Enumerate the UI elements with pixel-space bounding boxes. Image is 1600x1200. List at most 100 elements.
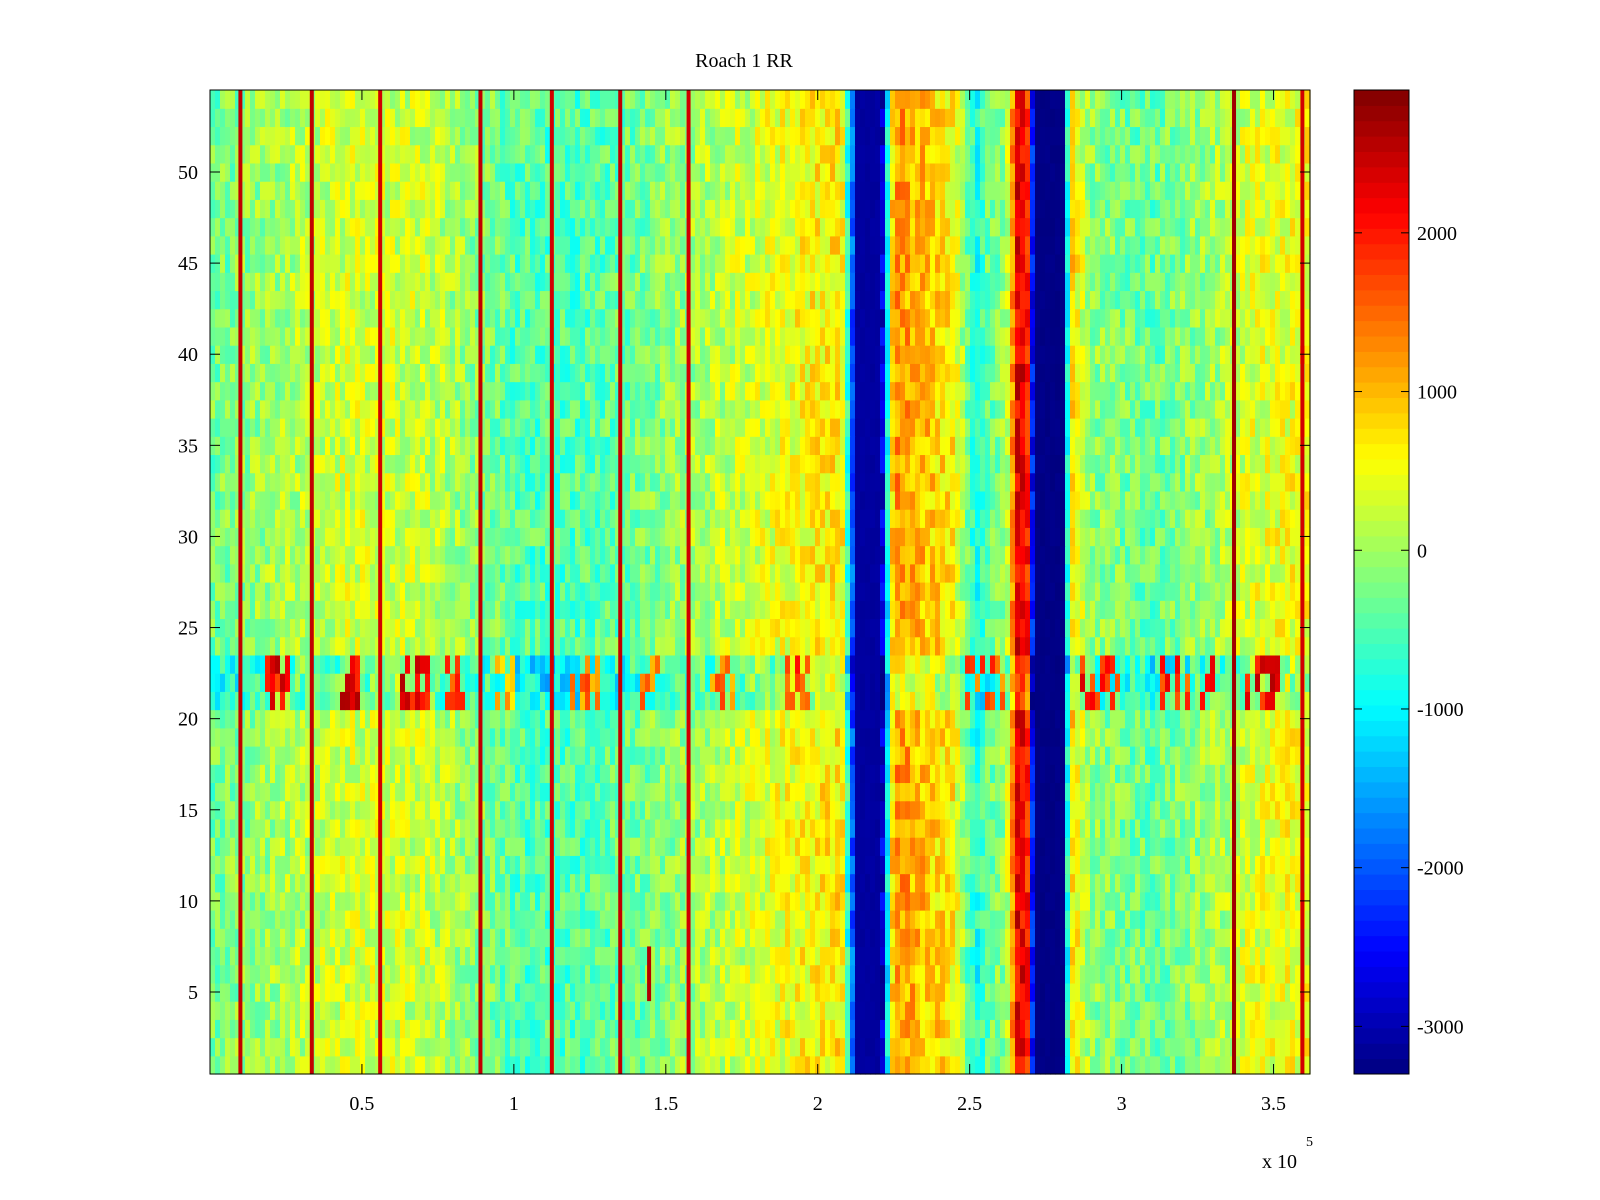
heatmap-cell xyxy=(235,1055,241,1075)
heatmap-cell xyxy=(510,727,516,747)
heatmap-cell xyxy=(1200,837,1206,856)
heatmap-cell xyxy=(960,1055,966,1075)
heatmap-cell xyxy=(605,837,611,856)
heatmap-cell xyxy=(260,1019,266,1039)
heatmap-cell xyxy=(645,1037,651,1057)
heatmap-cell xyxy=(780,818,786,838)
heatmap-cell xyxy=(700,946,706,966)
heatmap-cell xyxy=(1025,964,1031,984)
heatmap-cell xyxy=(450,691,456,711)
heatmap-cell xyxy=(790,764,796,784)
heatmap-cell xyxy=(250,873,256,893)
heatmap-cell xyxy=(1115,673,1121,692)
heatmap-cell xyxy=(990,709,996,729)
heatmap-cell xyxy=(1260,691,1266,711)
heatmap-cell xyxy=(1065,673,1071,692)
heatmap-cell xyxy=(1195,1019,1201,1039)
heatmap-cell xyxy=(600,928,606,948)
heatmap-cell xyxy=(560,818,566,838)
heatmap-cell xyxy=(650,982,656,1002)
heatmap-cell xyxy=(915,727,921,747)
heatmap-cell xyxy=(1040,982,1046,1002)
heatmap-cell xyxy=(1095,818,1101,838)
heatmap-cell xyxy=(810,891,816,911)
heatmap-cell xyxy=(1150,782,1156,802)
heatmap-cell xyxy=(1025,1019,1031,1039)
heatmap-cell xyxy=(475,928,481,948)
heatmap-cell xyxy=(920,673,926,692)
heatmap-cell xyxy=(340,964,346,984)
heatmap-cell xyxy=(875,709,881,729)
heatmap-cell xyxy=(690,1037,696,1057)
heatmap-cell xyxy=(475,873,481,893)
heatmap-cell xyxy=(275,673,281,692)
heatmap-cell xyxy=(860,709,866,729)
heatmap-cell xyxy=(660,764,666,784)
heatmap-cell xyxy=(520,873,526,893)
heatmap-cell xyxy=(385,727,391,747)
heatmap-cell xyxy=(705,1019,711,1039)
heatmap-cell xyxy=(815,964,821,984)
heatmap-cell xyxy=(855,800,861,820)
heatmap-cell xyxy=(990,837,996,856)
heatmap-cell xyxy=(1125,1019,1131,1039)
heatmap-cell xyxy=(725,1037,731,1057)
heatmap-cell xyxy=(1040,855,1046,875)
heatmap-cell xyxy=(820,673,826,692)
heatmap-cell xyxy=(725,709,731,729)
heatmap-cell xyxy=(950,746,956,765)
heatmap-cell xyxy=(360,837,366,856)
heatmap-cell xyxy=(245,855,251,875)
heatmap-cell xyxy=(630,928,636,948)
heatmap-cell xyxy=(965,818,971,838)
heatmap-cell xyxy=(1190,928,1196,948)
heatmap-cell xyxy=(800,891,806,911)
heatmap-cell xyxy=(1055,764,1061,784)
heatmap-cell xyxy=(210,910,216,929)
heatmap-cell xyxy=(1285,1055,1291,1075)
heatmap-cell xyxy=(1205,855,1211,875)
heatmap-cell xyxy=(915,873,921,893)
heatmap-cell xyxy=(410,746,416,765)
heatmap-cell xyxy=(290,818,296,838)
heatmap-cell xyxy=(1145,1037,1151,1057)
heatmap-cell xyxy=(760,873,766,893)
heatmap-cell xyxy=(410,873,416,893)
heatmap-cell xyxy=(580,818,586,838)
heatmap-cell xyxy=(1255,1019,1261,1039)
heatmap-cell xyxy=(750,764,756,784)
heatmap-cell xyxy=(560,673,566,692)
heatmap-cell xyxy=(1010,709,1016,729)
heatmap-cell xyxy=(380,855,386,875)
heatmap-cell xyxy=(640,982,646,1002)
heatmap-cell xyxy=(650,709,656,729)
heatmap-cell xyxy=(860,1055,866,1075)
heatmap-cell xyxy=(560,1055,566,1075)
heatmap-cell xyxy=(440,1055,446,1075)
heatmap-cell xyxy=(1285,709,1291,729)
heatmap-cell xyxy=(960,946,966,966)
heatmap-cell xyxy=(1275,800,1281,820)
heatmap-cell xyxy=(360,1001,366,1020)
heatmap-cell xyxy=(225,855,231,875)
heatmap-cell xyxy=(1255,891,1261,911)
heatmap-cell xyxy=(1100,873,1106,893)
heatmap-cell xyxy=(1265,855,1271,875)
heatmap-cell xyxy=(325,891,331,911)
heatmap-cell xyxy=(290,1019,296,1039)
heatmap-cell xyxy=(305,1019,311,1039)
heatmap-cell xyxy=(255,764,261,784)
heatmap-cell xyxy=(645,837,651,856)
heatmap-cell xyxy=(1290,873,1296,893)
heatmap-cell xyxy=(1070,837,1076,856)
heatmap-cell xyxy=(775,654,781,674)
heatmap-cell xyxy=(435,1037,441,1057)
heatmap-cell xyxy=(1115,691,1121,711)
heatmap-cell xyxy=(895,1055,901,1075)
heatmap-cell xyxy=(1100,946,1106,966)
heatmap-cell xyxy=(740,1055,746,1075)
heatmap-cell xyxy=(395,1037,401,1057)
heatmap-cell xyxy=(665,691,671,711)
heatmap-cell xyxy=(1165,782,1171,802)
heatmap-cell xyxy=(520,1019,526,1039)
